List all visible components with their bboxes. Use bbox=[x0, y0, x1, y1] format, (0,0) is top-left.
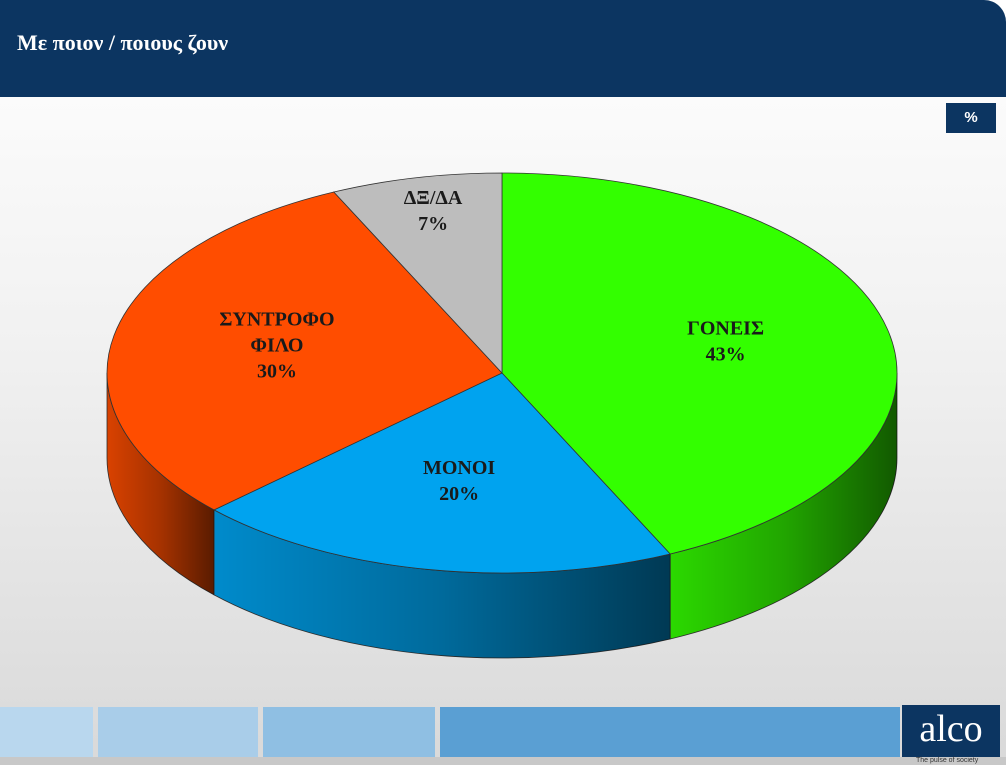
pie-slice bbox=[501, 172, 898, 555]
value-label: 7% bbox=[418, 213, 448, 235]
side-shade bbox=[670, 373, 897, 639]
value-label: 43% bbox=[706, 344, 746, 366]
slice-label: ΜΟΝΟΙ bbox=[423, 457, 495, 479]
header-bar: Με ποιον / ποιους ζουν bbox=[0, 0, 1006, 97]
footer-bar bbox=[263, 707, 435, 757]
slice-label: ΓΟΝΕΙΣ bbox=[687, 318, 764, 340]
slice-label: ΔΞ/ΔΑ bbox=[404, 187, 463, 209]
slice-label: ΣΥΝΤΡΟΦΟ ΦΙΛΟ bbox=[219, 308, 334, 356]
tagline: The pulse of society bbox=[916, 757, 979, 764]
side-shade bbox=[214, 509, 671, 658]
footer-bar bbox=[98, 707, 258, 757]
footer-bar bbox=[440, 707, 900, 757]
value-label: 20% bbox=[439, 483, 479, 505]
value-label: 30% bbox=[257, 360, 297, 382]
slide-title: Με ποιον / ποιους ζουν bbox=[17, 30, 229, 55]
footer-bar bbox=[0, 707, 93, 757]
footer-strip bbox=[0, 757, 1006, 765]
side-shade bbox=[107, 373, 215, 595]
logo: alco bbox=[902, 705, 1000, 757]
pie-slice bbox=[333, 172, 503, 375]
unit-badge: % bbox=[946, 103, 996, 133]
pie-slice bbox=[106, 191, 503, 511]
pie-slice bbox=[213, 372, 671, 574]
chart: ΓΟΝΕΙΣ 43% ΜΟΝΟΙ 20% ΣΥΝΤΡΟΦΟ ΦΙΛΟ 30% ΔΞ/ΔΑ 7% bbox=[106, 172, 898, 659]
